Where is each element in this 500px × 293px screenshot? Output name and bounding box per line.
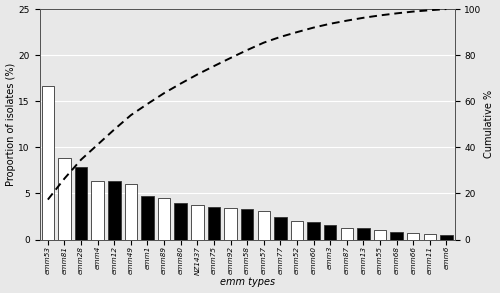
- Bar: [158, 198, 170, 240]
- Bar: [407, 233, 420, 240]
- Bar: [424, 234, 436, 240]
- Bar: [108, 181, 120, 240]
- Bar: [224, 208, 236, 240]
- Bar: [357, 229, 370, 240]
- Bar: [258, 211, 270, 240]
- Bar: [440, 235, 452, 240]
- Bar: [324, 225, 336, 240]
- Bar: [191, 205, 203, 240]
- Bar: [58, 159, 70, 240]
- Bar: [274, 217, 286, 240]
- Bar: [290, 221, 303, 240]
- Bar: [340, 228, 353, 240]
- Bar: [374, 230, 386, 240]
- Bar: [208, 207, 220, 240]
- Y-axis label: Proportion of isolates (%): Proportion of isolates (%): [6, 63, 16, 186]
- Y-axis label: Cumulative %: Cumulative %: [484, 90, 494, 158]
- Bar: [124, 184, 137, 240]
- Bar: [241, 209, 254, 240]
- Bar: [75, 167, 88, 240]
- X-axis label: emm types: emm types: [220, 277, 274, 287]
- Bar: [42, 86, 54, 240]
- Bar: [308, 222, 320, 240]
- Bar: [390, 232, 403, 240]
- Bar: [92, 181, 104, 240]
- Bar: [142, 196, 154, 240]
- Bar: [174, 203, 187, 240]
